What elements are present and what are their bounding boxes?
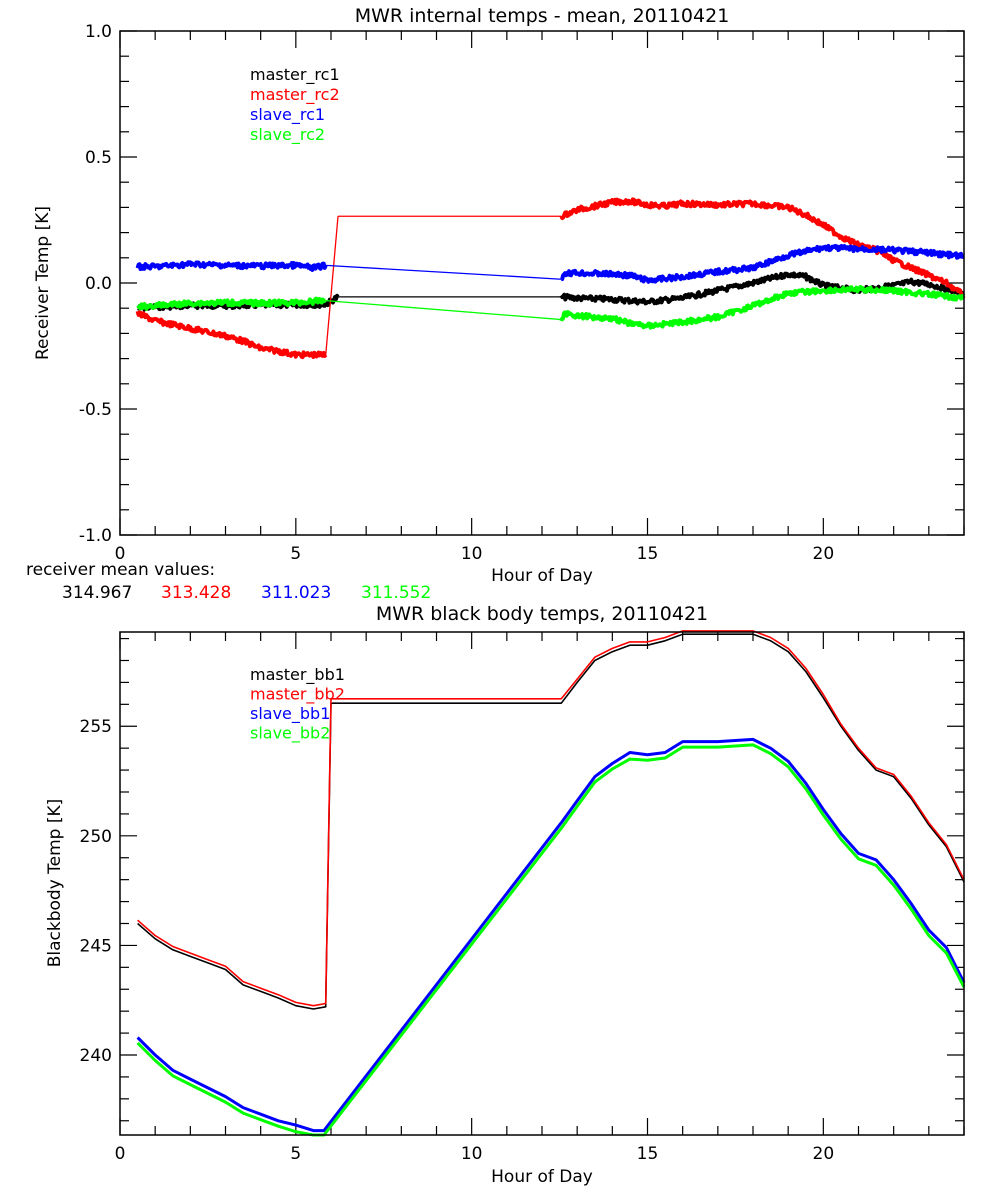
legend-entry-slave_rc1: slave_rc1 — [250, 105, 325, 125]
receiver-mean-value-master-rc2: 313.428 — [161, 583, 231, 603]
y-tick-label: 240 — [80, 1046, 112, 1066]
receiver-series-group — [135, 197, 966, 360]
y-tick-label: 1.0 — [85, 22, 112, 42]
receiver-y-axis-label: Receiver Temp [K] — [33, 206, 53, 360]
series-line-slave_bb2 — [136, 743, 966, 1137]
legend-entry-master_rc1: master_rc1 — [250, 65, 340, 85]
series-connector-master_rc2 — [325, 216, 339, 355]
y-tick-label: 255 — [80, 717, 112, 737]
receiver-plot-title: MWR internal temps - mean, 20110421 — [355, 5, 730, 27]
x-tick-label: 10 — [461, 1144, 483, 1164]
series-line-master_bb1 — [137, 633, 965, 1010]
series-line-slave_bb1 — [136, 737, 966, 1133]
series-line-slave_rc1 — [560, 243, 965, 284]
y-tick-label: 245 — [80, 936, 112, 956]
series-line-slave_rc2 — [559, 285, 966, 330]
receiver-mean-label: receiver mean values: — [26, 560, 215, 580]
y-tick-label: -1.0 — [79, 526, 112, 546]
y-tick-label: -0.5 — [79, 400, 112, 420]
blackbody-series-group — [136, 630, 966, 1137]
blackbody-temp-plot: MWR black body temps, 20110421 Hour of D… — [45, 603, 966, 1187]
receiver-temp-plot: MWR internal temps - mean, 20110421 Hour… — [33, 5, 966, 586]
blackbody-plot-title: MWR black body temps, 20110421 — [376, 603, 708, 625]
x-tick-label: 0 — [115, 544, 126, 564]
x-tick-label: 5 — [290, 1144, 301, 1164]
legend-entry-slave_bb1: slave_bb1 — [250, 704, 330, 724]
receiver-x-axis-label: Hour of Day — [491, 566, 593, 586]
blackbody-x-axis-label: Hour of Day — [491, 1167, 593, 1187]
series-line-master_rc1 — [559, 271, 966, 306]
receiver-mean-value-slave-rc2: 311.552 — [361, 583, 431, 603]
receiver-mean-value-master-rc1: 314.967 — [62, 583, 132, 603]
receiver-mean-value-slave-rc1: 311.023 — [261, 583, 331, 603]
series-line-master_rc2 — [559, 197, 966, 299]
blackbody-plot-frame — [119, 631, 965, 1136]
series-connector-slave_rc2 — [325, 299, 562, 321]
x-tick-label: 5 — [290, 544, 301, 564]
series-line-slave_rc1 — [135, 260, 328, 272]
legend-entry-slave_bb2: slave_bb2 — [250, 724, 330, 744]
legend-entry-master_bb1: master_bb1 — [250, 665, 345, 685]
series-line-master_bb2 — [137, 630, 965, 1007]
legend-entry-master_bb2: master_bb2 — [250, 685, 345, 705]
x-tick-label: 0 — [115, 1144, 126, 1164]
x-tick-label: 20 — [813, 544, 835, 564]
y-tick-label: 0.5 — [85, 148, 112, 168]
series-connector-slave_rc1 — [325, 264, 562, 280]
series-line-master_rc2 — [135, 310, 328, 360]
x-tick-label: 15 — [637, 544, 659, 564]
blackbody-y-axis-label: Blackbody Temp [K] — [45, 799, 65, 968]
y-tick-label: 250 — [80, 827, 112, 847]
x-tick-label: 20 — [813, 1144, 835, 1164]
receiver-mean-block: receiver mean values: 314.967 313.428 31… — [26, 560, 431, 603]
legend-entry-master_rc2: master_rc2 — [250, 85, 340, 105]
x-tick-label: 15 — [637, 1144, 659, 1164]
receiver-plot-frame — [119, 30, 965, 536]
series-line-slave_rc2 — [136, 296, 327, 311]
x-tick-label: 10 — [461, 544, 483, 564]
legend-entry-slave_rc2: slave_rc2 — [250, 125, 325, 145]
y-tick-label: 0.0 — [85, 274, 112, 294]
